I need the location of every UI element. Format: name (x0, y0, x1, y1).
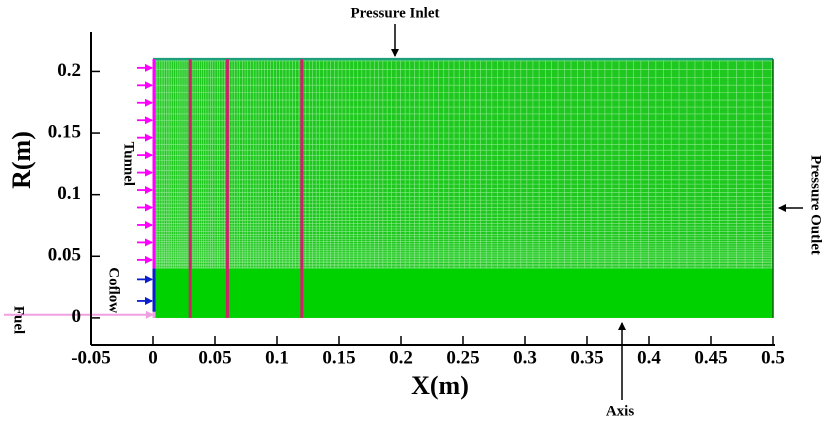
x-tick-label: 0.2 (389, 347, 413, 368)
x-tick-label: 0.5 (761, 347, 785, 368)
bottom-annotation: Axis (606, 403, 635, 419)
x-tick-label: 0.35 (570, 347, 603, 368)
x-tick-label: 0.45 (694, 347, 727, 368)
inlet-label: Fuel (11, 306, 27, 334)
inlet-label: Coflow (106, 267, 122, 313)
x-tick-label: 0.1 (265, 347, 289, 368)
inlet-label: Tunnel (121, 142, 137, 186)
x-tick-label: 0.15 (322, 347, 355, 368)
mesh (152, 57, 774, 318)
x-tick-label: 0.05 (198, 347, 231, 368)
y-axis-label: R(m) (7, 131, 36, 189)
y-tick-label: 0.1 (57, 183, 81, 204)
x-tick-label: -0.05 (71, 347, 111, 368)
y-tick-label: 0.2 (57, 60, 81, 81)
x-axis-label: X(m) (411, 371, 469, 400)
right-annotation: Pressure Outlet (808, 155, 824, 255)
y-tick-label: 0.05 (48, 245, 81, 266)
y-tick-label: 0.15 (48, 121, 81, 142)
overlay (4, 59, 304, 319)
x-tick-label: 0.4 (637, 347, 661, 368)
x-tick-label: 0.3 (513, 347, 537, 368)
x-tick-label: 0 (148, 347, 158, 368)
top-annotation: Pressure Inlet (350, 5, 439, 21)
x-tick-label: 0.25 (446, 347, 479, 368)
fine-region (153, 268, 773, 318)
y-tick-label: 0 (72, 306, 82, 327)
